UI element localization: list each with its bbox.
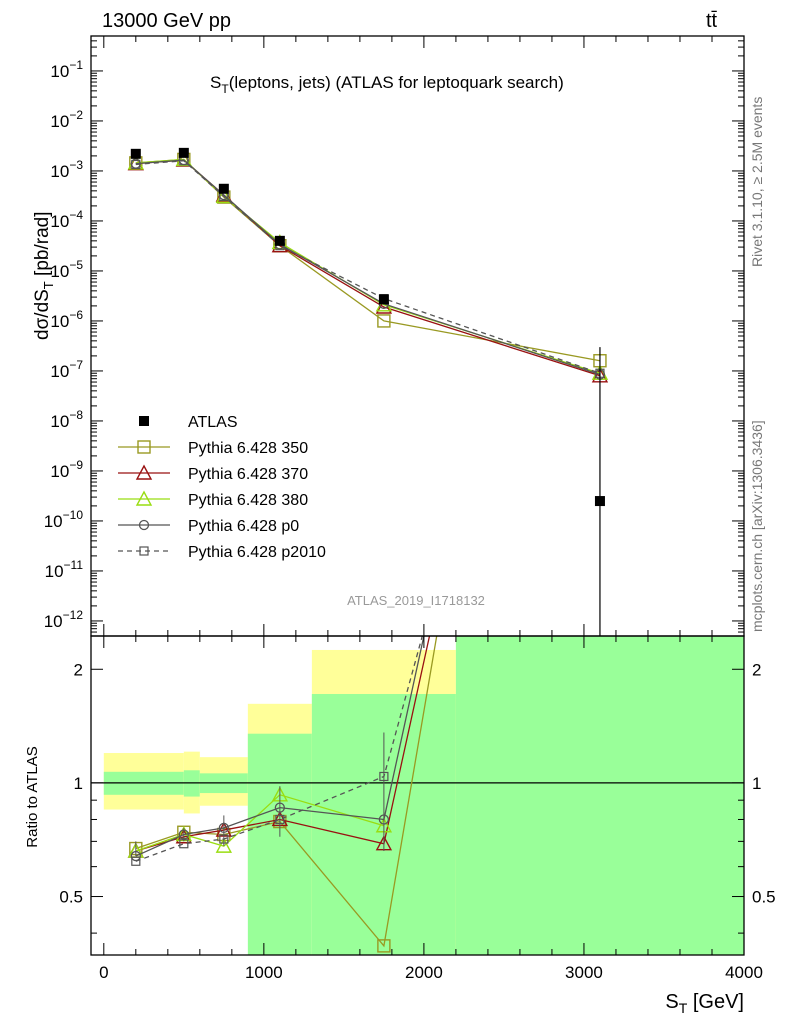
mcplots-label: mcplots.cern.ch [arXiv:1306.3436]: [749, 420, 765, 632]
process-label: tt̄: [706, 10, 718, 32]
legend-marker-p0: [138, 519, 150, 531]
ratio-line-p370: [135, 636, 431, 852]
legend-marker-p2010: [139, 546, 149, 556]
legend-marker-data: [139, 416, 149, 426]
ratio-tick-label: 0.5: [752, 888, 776, 907]
ratio-layer: [127, 636, 438, 953]
data-point: [178, 147, 189, 158]
y-tick-label: 10−10: [44, 508, 84, 531]
ratio-axis-label: Ratio to ATLAS: [24, 746, 41, 847]
data-point: [218, 183, 229, 194]
legend-label-data: ATLAS: [188, 414, 238, 431]
axis-ticks: [91, 35, 745, 955]
legend-label-p350: Pythia 6.428 350: [188, 440, 308, 457]
y-axis-label: dσ/dST [pb/rad]: [32, 212, 56, 340]
ratio-line-p0: [135, 636, 425, 857]
y-tick-label: 10−11: [45, 558, 84, 581]
series-line-p350: [135, 158, 601, 362]
x-tick-label: 2000: [405, 963, 443, 982]
x-tick-label: 4000: [725, 963, 763, 982]
data-point: [594, 496, 605, 507]
ratio-bands: [91, 636, 744, 955]
energy-label: 13000 GeV pp: [102, 10, 231, 32]
x-tick-label: 1000: [245, 963, 283, 982]
y-tick-label: 10−6: [50, 308, 83, 331]
legend-label-p0: Pythia 6.428 p0: [188, 518, 299, 535]
legend-label-p2010: Pythia 6.428 p2010: [188, 544, 326, 561]
x-tick-label: 0: [99, 963, 108, 982]
legend-label-p380: Pythia 6.428 380: [188, 492, 308, 509]
legend-marker-p350: [137, 440, 151, 454]
chart-title: ST(leptons, jets) (ATLAS for leptoquark …: [210, 73, 564, 96]
series-layer: [127, 147, 609, 636]
data-point: [274, 235, 285, 246]
y-tick-label: 10−12: [44, 608, 84, 631]
ratio-series: [127, 636, 438, 953]
x-tick-label: 3000: [565, 963, 603, 982]
ratio-point-p350: [377, 939, 391, 953]
series-line-p370: [135, 159, 601, 377]
y-tick-label: 10−2: [50, 108, 83, 131]
y-tick-label: 10−1: [50, 58, 83, 81]
ratio-frame: [90, 635, 745, 956]
legend-label-p370: Pythia 6.428 370: [188, 466, 308, 483]
band-inner: [455, 636, 744, 955]
ratio-point-p380: [215, 837, 233, 853]
ratio-point-p2010: [131, 856, 141, 866]
analysis-watermark: ATLAS_2019_I1718132: [347, 593, 485, 608]
y-tick-label: 10−7: [50, 358, 83, 381]
legend: ATLAS Pythia 6.428 350 Pythia 6.428 370 Pyt…: [118, 414, 326, 561]
ratio-tick-label: 1: [752, 774, 761, 793]
series-line-p0: [135, 159, 601, 376]
legend-marker-p380: [135, 490, 153, 506]
ratio-line-p350: [135, 636, 438, 948]
rivet-label: Rivet 3.1.10, ≥ 2.5M events: [749, 97, 765, 267]
band-inner: [247, 733, 312, 955]
x-axis-label: ST [GeV]: [665, 991, 744, 1016]
data-point: [130, 148, 141, 159]
data-point: [378, 294, 389, 305]
y-tick-label: 10−9: [50, 458, 83, 481]
ratio-line-p2010: [135, 636, 423, 862]
point-p350: [377, 314, 391, 328]
y-tick-label: 10−3: [50, 158, 83, 181]
y-tick-label: 10−8: [50, 408, 83, 431]
ratio-tick-label: 2: [752, 660, 761, 679]
legend-marker-p370: [135, 464, 153, 480]
point-p2010: [131, 159, 141, 170]
y-tick-label: 10−5: [50, 258, 83, 281]
series-line-p2010: [135, 160, 601, 374]
y-tick-label: 10−4: [50, 208, 83, 231]
ratio-tick-label: 1: [74, 774, 83, 793]
ratio-tick-label: 0.5: [59, 888, 83, 907]
series-line-p380: [135, 158, 601, 374]
ratio-tick-label: 2: [74, 660, 83, 679]
